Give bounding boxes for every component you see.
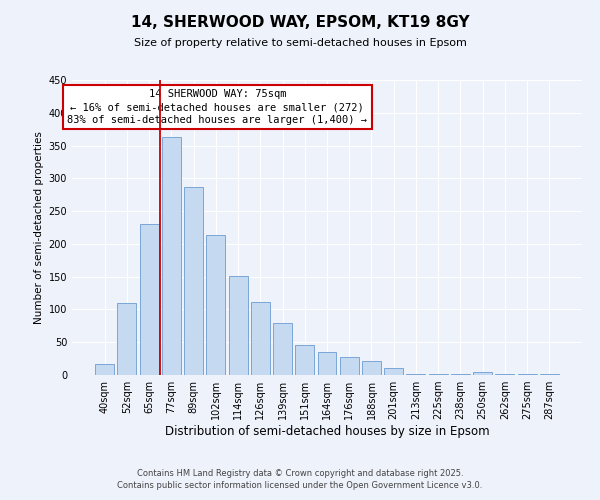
Bar: [340, 358, 359, 375]
Bar: [429, 374, 448, 375]
Bar: [273, 322, 292, 375]
Bar: [384, 368, 403, 375]
Bar: [317, 352, 337, 375]
Text: 14, SHERWOOD WAY, EPSOM, KT19 8GY: 14, SHERWOOD WAY, EPSOM, KT19 8GY: [131, 15, 469, 30]
Bar: [229, 276, 248, 375]
Bar: [251, 302, 270, 375]
Bar: [162, 137, 181, 375]
X-axis label: Distribution of semi-detached houses by size in Epsom: Distribution of semi-detached houses by …: [164, 425, 490, 438]
Bar: [451, 374, 470, 375]
Bar: [473, 372, 492, 375]
Bar: [140, 224, 158, 375]
Y-axis label: Number of semi-detached properties: Number of semi-detached properties: [34, 131, 44, 324]
Bar: [295, 345, 314, 375]
Bar: [540, 374, 559, 375]
Text: Contains HM Land Registry data © Crown copyright and database right 2025.
Contai: Contains HM Land Registry data © Crown c…: [118, 468, 482, 490]
Bar: [118, 303, 136, 375]
Bar: [206, 236, 225, 375]
Bar: [518, 374, 536, 375]
Text: 14 SHERWOOD WAY: 75sqm
← 16% of semi-detached houses are smaller (272)
83% of se: 14 SHERWOOD WAY: 75sqm ← 16% of semi-det…: [67, 89, 367, 125]
Bar: [95, 364, 114, 375]
Bar: [362, 361, 381, 375]
Bar: [184, 187, 203, 375]
Text: Size of property relative to semi-detached houses in Epsom: Size of property relative to semi-detach…: [134, 38, 466, 48]
Bar: [406, 374, 425, 375]
Bar: [496, 374, 514, 375]
